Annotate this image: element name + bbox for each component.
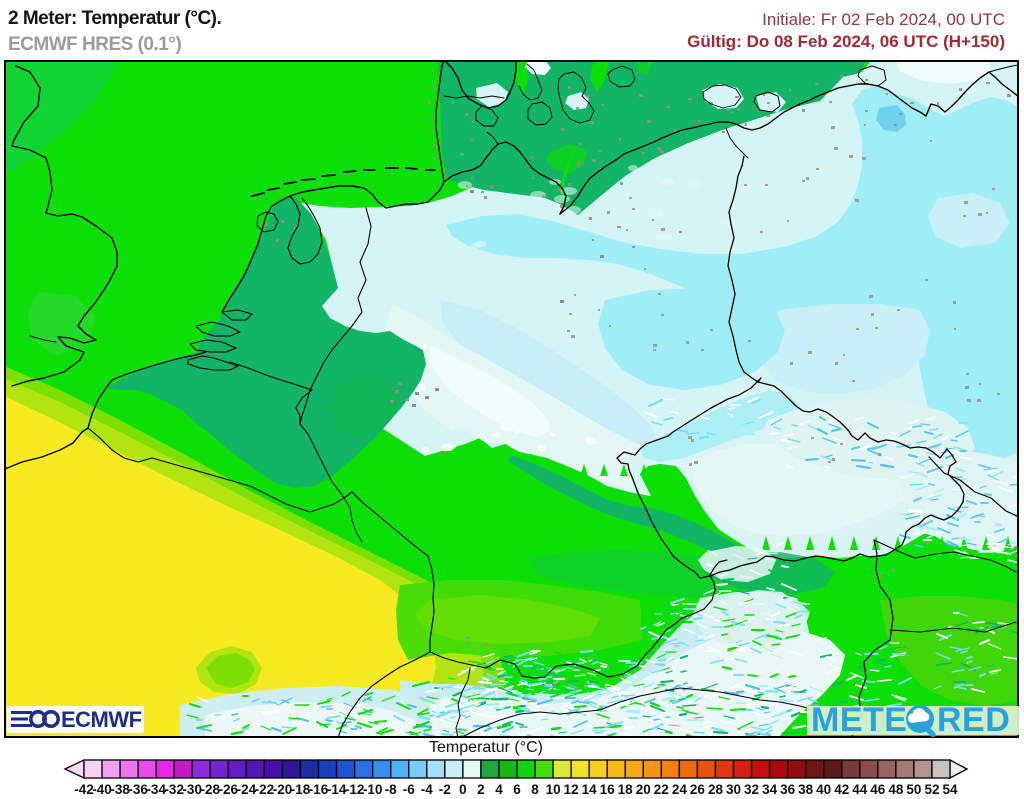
svg-text:0: 0 [459, 782, 467, 797]
svg-text:-4: -4 [421, 782, 433, 797]
svg-text:-16: -16 [309, 782, 329, 797]
svg-text:16: 16 [600, 782, 616, 797]
svg-text:34: 34 [762, 782, 778, 797]
svg-text:-38: -38 [110, 782, 130, 797]
svg-text:28: 28 [708, 782, 724, 797]
svg-text:2: 2 [477, 782, 485, 797]
svg-text:-26: -26 [219, 782, 239, 797]
svg-text:-28: -28 [201, 782, 221, 797]
svg-text:42: 42 [834, 782, 849, 797]
svg-text:-12: -12 [345, 782, 365, 797]
svg-text:6: 6 [513, 782, 521, 797]
svg-text:30: 30 [726, 782, 741, 797]
svg-text:50: 50 [906, 782, 921, 797]
svg-text:32: 32 [744, 782, 759, 797]
svg-text:-40: -40 [92, 782, 112, 797]
svg-text:46: 46 [870, 782, 886, 797]
svg-text:-42: -42 [74, 782, 94, 797]
svg-text:24: 24 [672, 782, 688, 797]
svg-text:4: 4 [495, 782, 503, 797]
svg-text:26: 26 [690, 782, 706, 797]
svg-text:-6: -6 [403, 782, 415, 797]
svg-text:18: 18 [618, 782, 634, 797]
svg-text:54: 54 [942, 782, 958, 797]
svg-text:52: 52 [924, 782, 939, 797]
svg-text:12: 12 [564, 782, 579, 797]
svg-text:-2: -2 [439, 782, 451, 797]
svg-text:-10: -10 [363, 782, 383, 797]
svg-text:40: 40 [816, 782, 831, 797]
svg-text:-20: -20 [273, 782, 293, 797]
svg-text:-24: -24 [237, 782, 257, 797]
svg-text:10: 10 [546, 782, 561, 797]
svg-text:-36: -36 [128, 782, 148, 797]
svg-text:-30: -30 [182, 782, 202, 797]
svg-text:-18: -18 [291, 782, 311, 797]
svg-text:-32: -32 [164, 782, 184, 797]
svg-text:38: 38 [798, 782, 814, 797]
svg-text:-34: -34 [146, 782, 166, 797]
svg-text:ECMWF: ECMWF [61, 707, 142, 732]
svg-text:METE: METE [811, 701, 907, 738]
svg-text:44: 44 [852, 782, 868, 797]
svg-text:36: 36 [780, 782, 796, 797]
svg-text:RED: RED [937, 701, 1010, 738]
svg-text:20: 20 [636, 782, 651, 797]
svg-text:22: 22 [654, 782, 669, 797]
svg-text:8: 8 [531, 782, 539, 797]
svg-text:-14: -14 [327, 782, 347, 797]
svg-text:48: 48 [888, 782, 904, 797]
svg-text:-8: -8 [385, 782, 397, 797]
svg-text:-22: -22 [255, 782, 275, 797]
svg-text:14: 14 [582, 782, 598, 797]
